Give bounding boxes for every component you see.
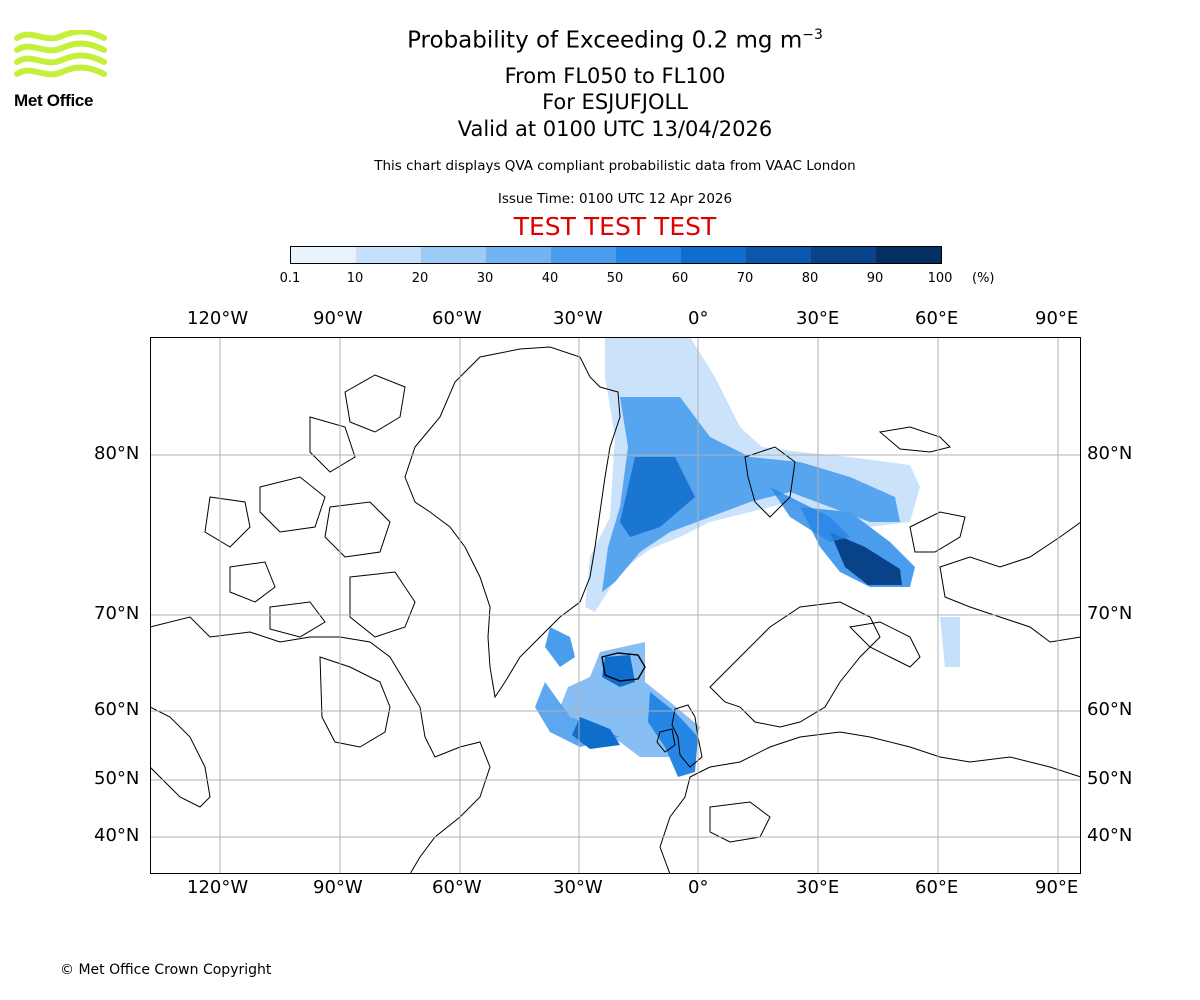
met-office-wave-icon: [14, 28, 107, 78]
colorbar-tick-label: 30: [476, 271, 494, 286]
colorbar-segment: [616, 247, 682, 263]
lon-label-top: 60°W: [432, 308, 482, 329]
lon-label-top: 90°W: [313, 308, 363, 329]
flight-level-range: From FL050 to FL100: [504, 64, 726, 88]
lat-label-left: 70°N: [94, 603, 140, 624]
graticule: [150, 337, 1081, 874]
lon-label-top: 0°: [688, 308, 709, 329]
lat-label-right: 60°N: [1087, 699, 1133, 720]
valid-time: Valid at 0100 UTC 13/04/2026: [457, 117, 773, 141]
colorbar-tick-label: 40: [541, 271, 559, 286]
lat-label-left: 80°N: [94, 443, 140, 464]
lat-label-right: 50°N: [1087, 768, 1133, 789]
chart-title: Probability of Exceeding 0.2 mg m−3: [407, 27, 823, 54]
met-office-logo: Met Office: [14, 28, 108, 112]
lon-label-top: 90°E: [1035, 308, 1079, 329]
lat-label-left: 40°N: [94, 825, 140, 846]
copyright-notice: © Met Office Crown Copyright: [60, 962, 272, 978]
test-banner: TEST TEST TEST: [513, 212, 717, 241]
lat-label-right: 70°N: [1087, 603, 1133, 624]
colorbar-tick-label: 100: [927, 271, 953, 286]
coastlines: [150, 346, 1081, 874]
colorbar-segment: [291, 247, 357, 263]
colorbar-segment: [356, 247, 422, 263]
map-border: [150, 337, 1081, 874]
colorbar-segment: [811, 247, 877, 263]
issue-time: Issue Time: 0100 UTC 12 Apr 2026: [497, 191, 733, 207]
colorbar-unit: (%): [972, 271, 995, 286]
colorbar-tick-label: 90: [866, 271, 884, 286]
colorbar-segment: [746, 247, 812, 263]
lat-label-left: 60°N: [94, 699, 140, 720]
chart-description: This chart displays QVA compliant probab…: [374, 158, 856, 174]
lon-label-bottom: 30°E: [796, 877, 840, 898]
colorbar-tick-label: 80: [801, 271, 819, 286]
colorbar-tick-label: 0.1: [279, 271, 301, 286]
lon-label-top: 30°E: [796, 308, 840, 329]
colorbar-tick-label: 10: [346, 271, 364, 286]
lon-label-bottom: 90°W: [313, 877, 363, 898]
probability-colorbar: [290, 246, 942, 264]
map-frame: [150, 337, 1081, 874]
colorbar-segment: [486, 247, 552, 263]
colorbar-border: [290, 246, 942, 264]
colorbar-segment: [876, 247, 942, 263]
colorbar-tick-label: 20: [411, 271, 429, 286]
colorbar-tick-label: 50: [606, 271, 624, 286]
lat-label-left: 50°N: [94, 768, 140, 789]
lon-label-bottom: 90°E: [1035, 877, 1079, 898]
lon-label-bottom: 30°W: [553, 877, 603, 898]
ash-probability-field: [535, 337, 960, 777]
colorbar-tick-label: 70: [736, 271, 754, 286]
colorbar-segment: [681, 247, 747, 263]
lon-label-bottom: 120°W: [187, 877, 249, 898]
lat-label-right: 80°N: [1087, 443, 1133, 464]
colorbar-segment: [551, 247, 617, 263]
colorbar-tick-label: 60: [671, 271, 689, 286]
lon-label-top: 120°W: [187, 308, 249, 329]
lon-label-top: 60°E: [915, 308, 959, 329]
lon-label-top: 30°W: [553, 308, 603, 329]
colorbar-segment: [421, 247, 487, 263]
lat-label-right: 40°N: [1087, 825, 1133, 846]
lon-label-bottom: 60°E: [915, 877, 959, 898]
logo-text: Met Office: [14, 91, 94, 110]
lon-label-bottom: 60°W: [432, 877, 482, 898]
volcano-name: For ESJUFJOLL: [542, 90, 688, 114]
lon-label-bottom: 0°: [688, 877, 709, 898]
